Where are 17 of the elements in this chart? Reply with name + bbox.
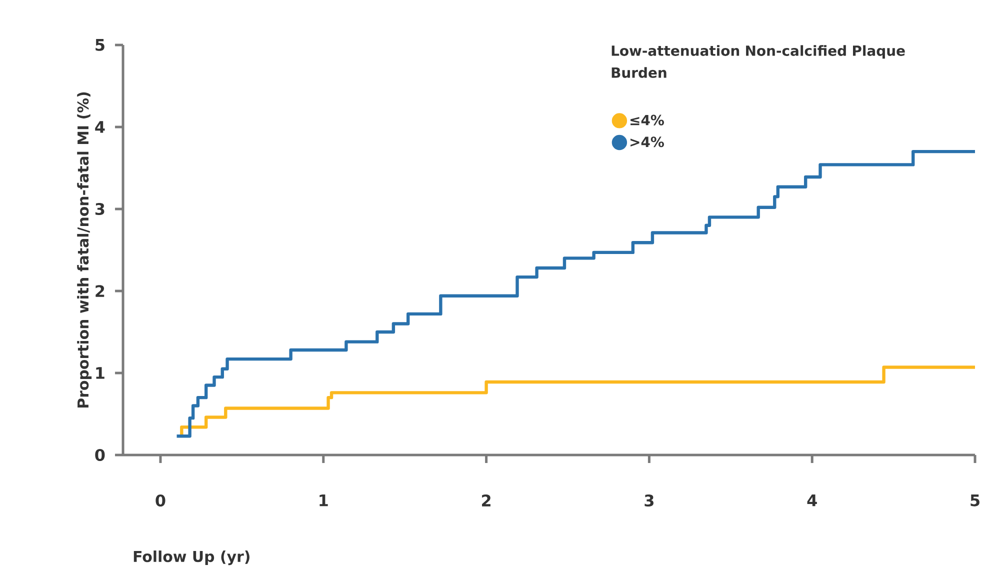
x-tick-label: 2: [482, 494, 490, 506]
y-tick-label: 3: [95, 202, 104, 216]
x-tick-label: 0: [156, 494, 166, 507]
legend-label: >4%: [630, 136, 664, 148]
y-tick-label: 2: [96, 285, 104, 297]
x-tick-label: 5: [970, 494, 980, 506]
y-tick-label: 1: [96, 367, 104, 379]
x-tick-label: 3: [644, 494, 654, 507]
legend-label: ≤4%: [630, 114, 664, 126]
y-axis-title: Proportion with fatal/non-fatal MI (%): [77, 92, 92, 408]
x-axis-title: Follow Up (yr): [134, 550, 250, 566]
legend-title: Low-attenuation Non-calcified Plaque Burden: [612, 45, 905, 78]
x-tick-label: 4: [807, 494, 817, 506]
x-tick-label: 1: [320, 494, 328, 506]
y-tick-label: 4: [95, 121, 105, 133]
y-tick-label: 0: [95, 448, 105, 462]
y-tick-label: 5: [96, 39, 104, 51]
